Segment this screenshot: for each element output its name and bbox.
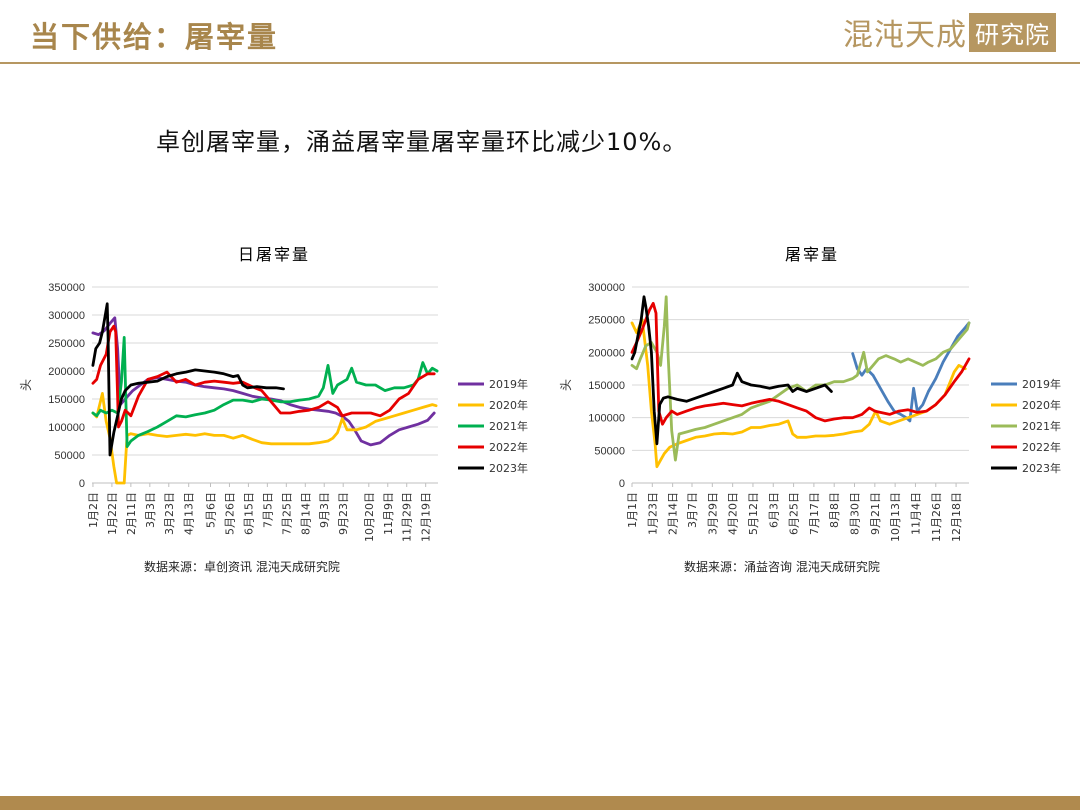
x-tick-label: 5月26日 <box>223 492 236 535</box>
x-tick-label: 1月2日 <box>87 492 100 528</box>
x-tick-label: 11月26日 <box>930 492 943 542</box>
x-tick-label: 7月25日 <box>280 492 293 535</box>
x-tick-label: 10月13日 <box>889 492 902 542</box>
legend-label: 2021年 <box>1022 419 1061 433</box>
legend-label: 2023年 <box>1022 461 1061 475</box>
series-line-2020年 <box>630 318 967 469</box>
header-divider <box>0 62 1080 64</box>
x-tick-label: 7月17日 <box>808 492 821 535</box>
brand-logo: 混沌天成 研究院 <box>843 12 1056 53</box>
y-tick-label: 100000 <box>588 413 625 425</box>
series-line-2022年 <box>91 324 436 429</box>
y-tick-label: 0 <box>619 478 625 490</box>
x-tick-label: 7月5日 <box>261 492 274 528</box>
series-line-2021年 <box>630 295 971 462</box>
headline: 卓创屠宰量，涌益屠宰量屠宰量环比减少10%。 <box>156 128 688 156</box>
chart-daily-slaughter: 日屠宰量 0 50000 100000 150000 200000 250000 300000… <box>8 238 538 588</box>
y-tick-label: 150000 <box>588 380 625 392</box>
x-tick-label: 1月23日 <box>646 492 659 535</box>
series-line-2023年 <box>91 302 285 457</box>
x-tick-label: 3月23日 <box>163 492 176 535</box>
x-tick-label: 12月19日 <box>420 492 433 542</box>
brand-name: 混沌天成 <box>843 18 967 53</box>
x-tick-label: 11月29日 <box>401 492 414 542</box>
y-tick-label: 300000 <box>48 310 85 322</box>
legend-label: 2021年 <box>489 419 528 433</box>
x-tick-label: 2月11日 <box>125 492 138 535</box>
x-tick-label: 3月7日 <box>686 492 699 528</box>
x-tick-label: 4月20日 <box>727 492 740 535</box>
legend-label: 2022年 <box>1022 440 1061 454</box>
legend-label: 2022年 <box>489 440 528 454</box>
x-tick-label: 8月14日 <box>299 492 312 535</box>
x-tick-label: 5月12日 <box>747 492 760 535</box>
y-tick-label: 200000 <box>48 366 85 378</box>
legend-label: 2023年 <box>489 461 528 475</box>
x-tick-label: 6月15日 <box>242 492 255 535</box>
x-tick-label: 2月14日 <box>667 492 680 535</box>
x-tick-label: 10月20日 <box>363 492 376 542</box>
x-tick-label: 5月6日 <box>204 492 217 528</box>
x-tick-label: 8月8日 <box>828 492 841 528</box>
series-line-2019年 <box>851 321 971 423</box>
x-tick-label: 1月1日 <box>626 492 639 528</box>
legend-label: 2020年 <box>489 398 528 412</box>
y-tick-label: 150000 <box>48 394 85 406</box>
y-axis-label: 头 <box>19 379 33 391</box>
series-line-2020年 <box>91 392 438 485</box>
chart-slaughter-volume: 屠宰量 0 50000 100000 150000 200000 250000 300000 头… <box>548 238 1078 588</box>
x-tick-label: 9月3日 <box>318 492 331 528</box>
chart-title: 屠宰量 <box>785 245 839 264</box>
series-line-2021年 <box>91 336 439 448</box>
x-tick-label: 6月3日 <box>767 492 780 528</box>
x-tick-label: 4月13日 <box>183 492 196 535</box>
series-line-2023年 <box>630 295 833 446</box>
chart-source-note: 数据来源：涌益咨询 混沌天成研究院 <box>684 559 880 574</box>
page-title: 当下供给：屠宰量 <box>30 20 279 54</box>
x-tick-label: 9月21日 <box>869 492 882 535</box>
x-tick-label: 3月3日 <box>144 492 157 528</box>
y-tick-label: 350000 <box>48 282 85 294</box>
x-tick-label: 11月4日 <box>909 492 922 535</box>
y-tick-label: 0 <box>79 478 85 490</box>
x-tick-label: 6月25日 <box>788 492 801 535</box>
x-tick-label: 11月9日 <box>382 492 395 535</box>
chart-daily-slaughter-svg: 日屠宰量 0 50000 100000 150000 200000 250000 300000… <box>19 245 528 574</box>
legend-label: 2020年 <box>1022 398 1061 412</box>
y-axis-label: 头 <box>559 379 573 391</box>
y-tick-label: 250000 <box>588 315 625 327</box>
x-tick-label: 8月30日 <box>849 492 862 535</box>
chart-slaughter-volume-svg: 屠宰量 0 50000 100000 150000 200000 250000 300000 头… <box>559 245 1061 574</box>
y-tick-label: 200000 <box>588 347 625 359</box>
chart-source-note: 数据来源：卓创资讯 混沌天成研究院 <box>144 559 340 574</box>
footer-bar <box>0 796 1080 810</box>
chart-title: 日屠宰量 <box>238 245 310 264</box>
x-tick-label: 1月22日 <box>106 492 119 535</box>
x-tick-label: 3月29日 <box>706 492 719 535</box>
x-tick-label: 12月18日 <box>950 492 963 542</box>
legend-label: 2019年 <box>489 377 528 391</box>
y-tick-label: 250000 <box>48 338 85 350</box>
y-tick-label: 50000 <box>594 445 625 457</box>
y-tick-label: 50000 <box>54 450 85 462</box>
brand-institute-box: 研究院 <box>969 12 1056 52</box>
y-tick-label: 100000 <box>48 422 85 434</box>
x-tick-label: 9月23日 <box>337 492 350 535</box>
y-tick-label: 300000 <box>588 282 625 294</box>
legend-label: 2019年 <box>1022 377 1061 391</box>
